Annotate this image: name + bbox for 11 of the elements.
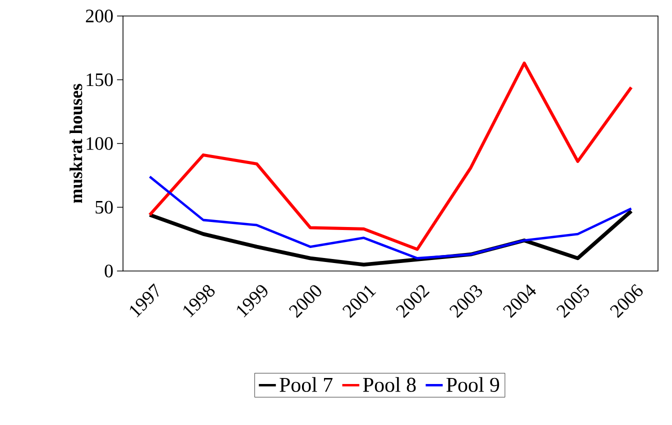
line-series: [148, 62, 633, 251]
y-tick-label: 100: [86, 137, 113, 150]
y-axis-title: muskrat houses: [70, 84, 82, 204]
y-tick-label: 50: [96, 200, 113, 214]
y-tick-label: 0: [104, 264, 113, 278]
legend-label: Pool 9: [446, 377, 500, 392]
y-tick-label: 150: [86, 73, 113, 86]
line-series: [148, 175, 632, 260]
y-tick-label: 200: [86, 10, 113, 22]
legend-label: Pool 7: [280, 377, 333, 392]
legend-label: Pool 8: [363, 377, 416, 392]
